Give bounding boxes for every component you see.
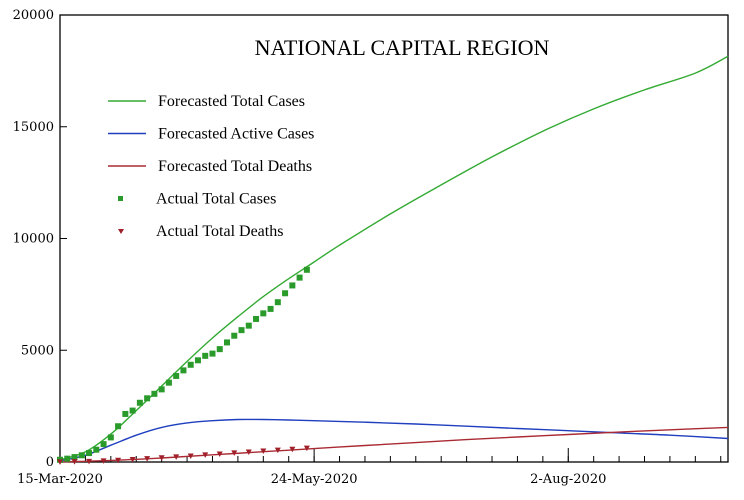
legend-label-actual-total-deaths: Actual Total Deaths: [156, 223, 283, 240]
series-line-forecasted-total-cases: [59, 55, 729, 461]
point-actual-total-deaths: [158, 455, 165, 461]
point-actual-total-cases: [165, 379, 172, 386]
legend-label-actual-total-cases: Actual Total Cases: [156, 191, 276, 208]
point-actual-total-deaths: [129, 457, 136, 463]
y-tick-label: 0: [46, 455, 54, 470]
legend-label-forecasted-active-cases: Forecasted Active Cases: [158, 126, 314, 143]
y-tick-label: 15000: [13, 120, 54, 135]
x-tick-label: 2-Aug-2020: [530, 472, 606, 487]
point-actual-total-cases: [231, 332, 238, 339]
x-tick-label: 24-May-2020: [271, 472, 358, 487]
point-actual-total-deaths: [202, 452, 209, 458]
point-actual-total-deaths: [260, 448, 267, 455]
point-actual-total-deaths: [86, 458, 93, 465]
x-tick-label: 15-Mar-2020: [17, 472, 103, 487]
point-actual-total-deaths: [289, 446, 296, 453]
y-tick-label: 10000: [13, 232, 54, 247]
point-actual-total-deaths: [173, 454, 180, 460]
point-actual-total-cases: [202, 352, 209, 359]
point-actual-total-cases: [173, 372, 180, 379]
legend-label-forecasted-total-cases: Forecasted Total Cases: [158, 93, 305, 110]
point-actual-total-cases: [129, 407, 136, 414]
point-actual-total-cases: [107, 434, 114, 441]
point-actual-total-cases: [93, 446, 100, 453]
chart-title: NATIONAL CAPITAL REGION: [255, 35, 550, 60]
point-actual-total-deaths: [71, 459, 78, 465]
point-actual-total-cases: [282, 290, 289, 297]
point-actual-total-deaths: [57, 459, 63, 465]
point-actual-total-cases: [78, 452, 85, 459]
point-actual-total-cases: [274, 299, 281, 306]
point-actual-total-cases: [187, 361, 194, 368]
point-actual-total-cases: [64, 455, 71, 462]
legend-swatch-actual-total-deaths: [118, 229, 124, 234]
chart-axes: 0 5000 10000 15000 20000 15-Mar-2020 24-May-20…: [13, 8, 729, 487]
chart-legend: Forecasted Total Cases Forecasted Active …: [108, 93, 314, 240]
point-actual-total-cases: [216, 346, 223, 353]
point-actual-total-cases: [180, 367, 187, 374]
y-tick-label: 5000: [21, 343, 54, 358]
point-actual-total-deaths: [144, 456, 151, 462]
point-actual-total-deaths: [187, 453, 194, 459]
point-actual-total-deaths: [100, 458, 107, 464]
point-actual-total-deaths: [216, 451, 223, 457]
point-actual-total-deaths: [303, 445, 310, 452]
point-actual-total-cases: [100, 441, 107, 448]
point-actual-total-cases: [144, 395, 151, 402]
point-actual-total-cases: [136, 399, 143, 406]
point-actual-total-cases: [86, 450, 93, 457]
series-line-forecasted-total-deaths: [59, 426, 729, 463]
point-actual-total-cases: [289, 282, 296, 289]
legend-label-forecasted-total-deaths: Forecasted Total Deaths: [158, 158, 312, 175]
point-actual-total-cases: [71, 454, 78, 461]
point-actual-total-cases: [260, 310, 267, 317]
point-actual-total-cases: [224, 339, 230, 346]
y-tick-label: 20000: [13, 8, 54, 23]
series-line-forecasted-active-cases: [59, 418, 729, 462]
point-actual-total-cases: [194, 357, 201, 364]
point-actual-total-cases: [267, 305, 274, 312]
legend-swatch-actual-total-cases: [118, 196, 123, 201]
point-actual-total-cases: [238, 327, 245, 334]
point-actual-total-cases: [158, 386, 165, 393]
point-actual-total-cases: [245, 322, 252, 329]
point-actual-total-cases: [296, 274, 303, 281]
point-actual-total-deaths: [245, 449, 252, 455]
point-actual-total-cases: [151, 390, 158, 397]
point-actual-total-deaths: [231, 450, 238, 456]
point-actual-total-cases: [122, 410, 129, 417]
point-actual-total-cases: [253, 315, 260, 322]
point-actual-total-deaths: [115, 457, 122, 464]
point-actual-total-cases: [209, 350, 216, 357]
point-actual-total-cases: [303, 266, 310, 273]
chart-series-layer: [57, 55, 729, 465]
point-actual-total-deaths: [274, 447, 281, 454]
point-actual-total-cases: [115, 423, 122, 430]
